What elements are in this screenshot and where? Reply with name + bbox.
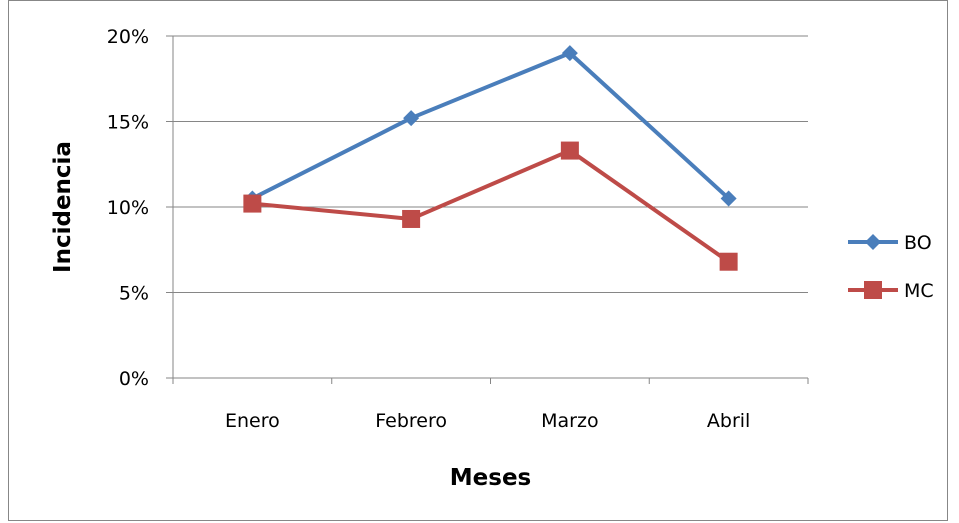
y-tick-label: 20% bbox=[107, 26, 149, 48]
y-tick-labels: 0% 5% 10% 15% 20% bbox=[107, 26, 149, 390]
legend-label-bo: BO bbox=[904, 232, 932, 254]
x-tick-labels: Enero Febrero Marzo Abril bbox=[225, 410, 750, 432]
data-point-mc bbox=[243, 194, 262, 213]
y-tick-label: 10% bbox=[107, 197, 149, 219]
series-layer bbox=[243, 45, 738, 271]
series-line-bo bbox=[251, 51, 730, 201]
data-point-bo bbox=[561, 45, 578, 62]
y-axis-title: Incidencia bbox=[50, 141, 76, 273]
x-tick-label: Febrero bbox=[375, 410, 447, 432]
data-point-mc bbox=[560, 141, 579, 160]
y-tick-label: 15% bbox=[107, 112, 149, 134]
data-point-mc bbox=[402, 209, 421, 228]
x-tick-label: Marzo bbox=[541, 410, 598, 432]
chart-frame bbox=[8, 0, 948, 521]
y-tick-label: 0% bbox=[119, 368, 149, 390]
series-line-mc bbox=[252, 148, 730, 264]
series-bo bbox=[244, 45, 737, 207]
x-tick-label: Enero bbox=[225, 410, 280, 432]
legend: BO MC bbox=[848, 232, 934, 302]
legend-marker-bo bbox=[865, 234, 881, 250]
gridlines bbox=[166, 35, 809, 384]
x-axis-title: Meses bbox=[450, 465, 531, 491]
legend-label-mc: MC bbox=[904, 280, 934, 302]
data-point-bo bbox=[403, 110, 420, 127]
y-tick-label: 5% bbox=[119, 283, 149, 305]
x-tick-label: Abril bbox=[707, 410, 750, 432]
data-point-mc bbox=[719, 252, 738, 271]
legend-marker-mc bbox=[864, 281, 882, 299]
data-point-bo bbox=[720, 190, 737, 207]
series-mc bbox=[243, 141, 738, 271]
